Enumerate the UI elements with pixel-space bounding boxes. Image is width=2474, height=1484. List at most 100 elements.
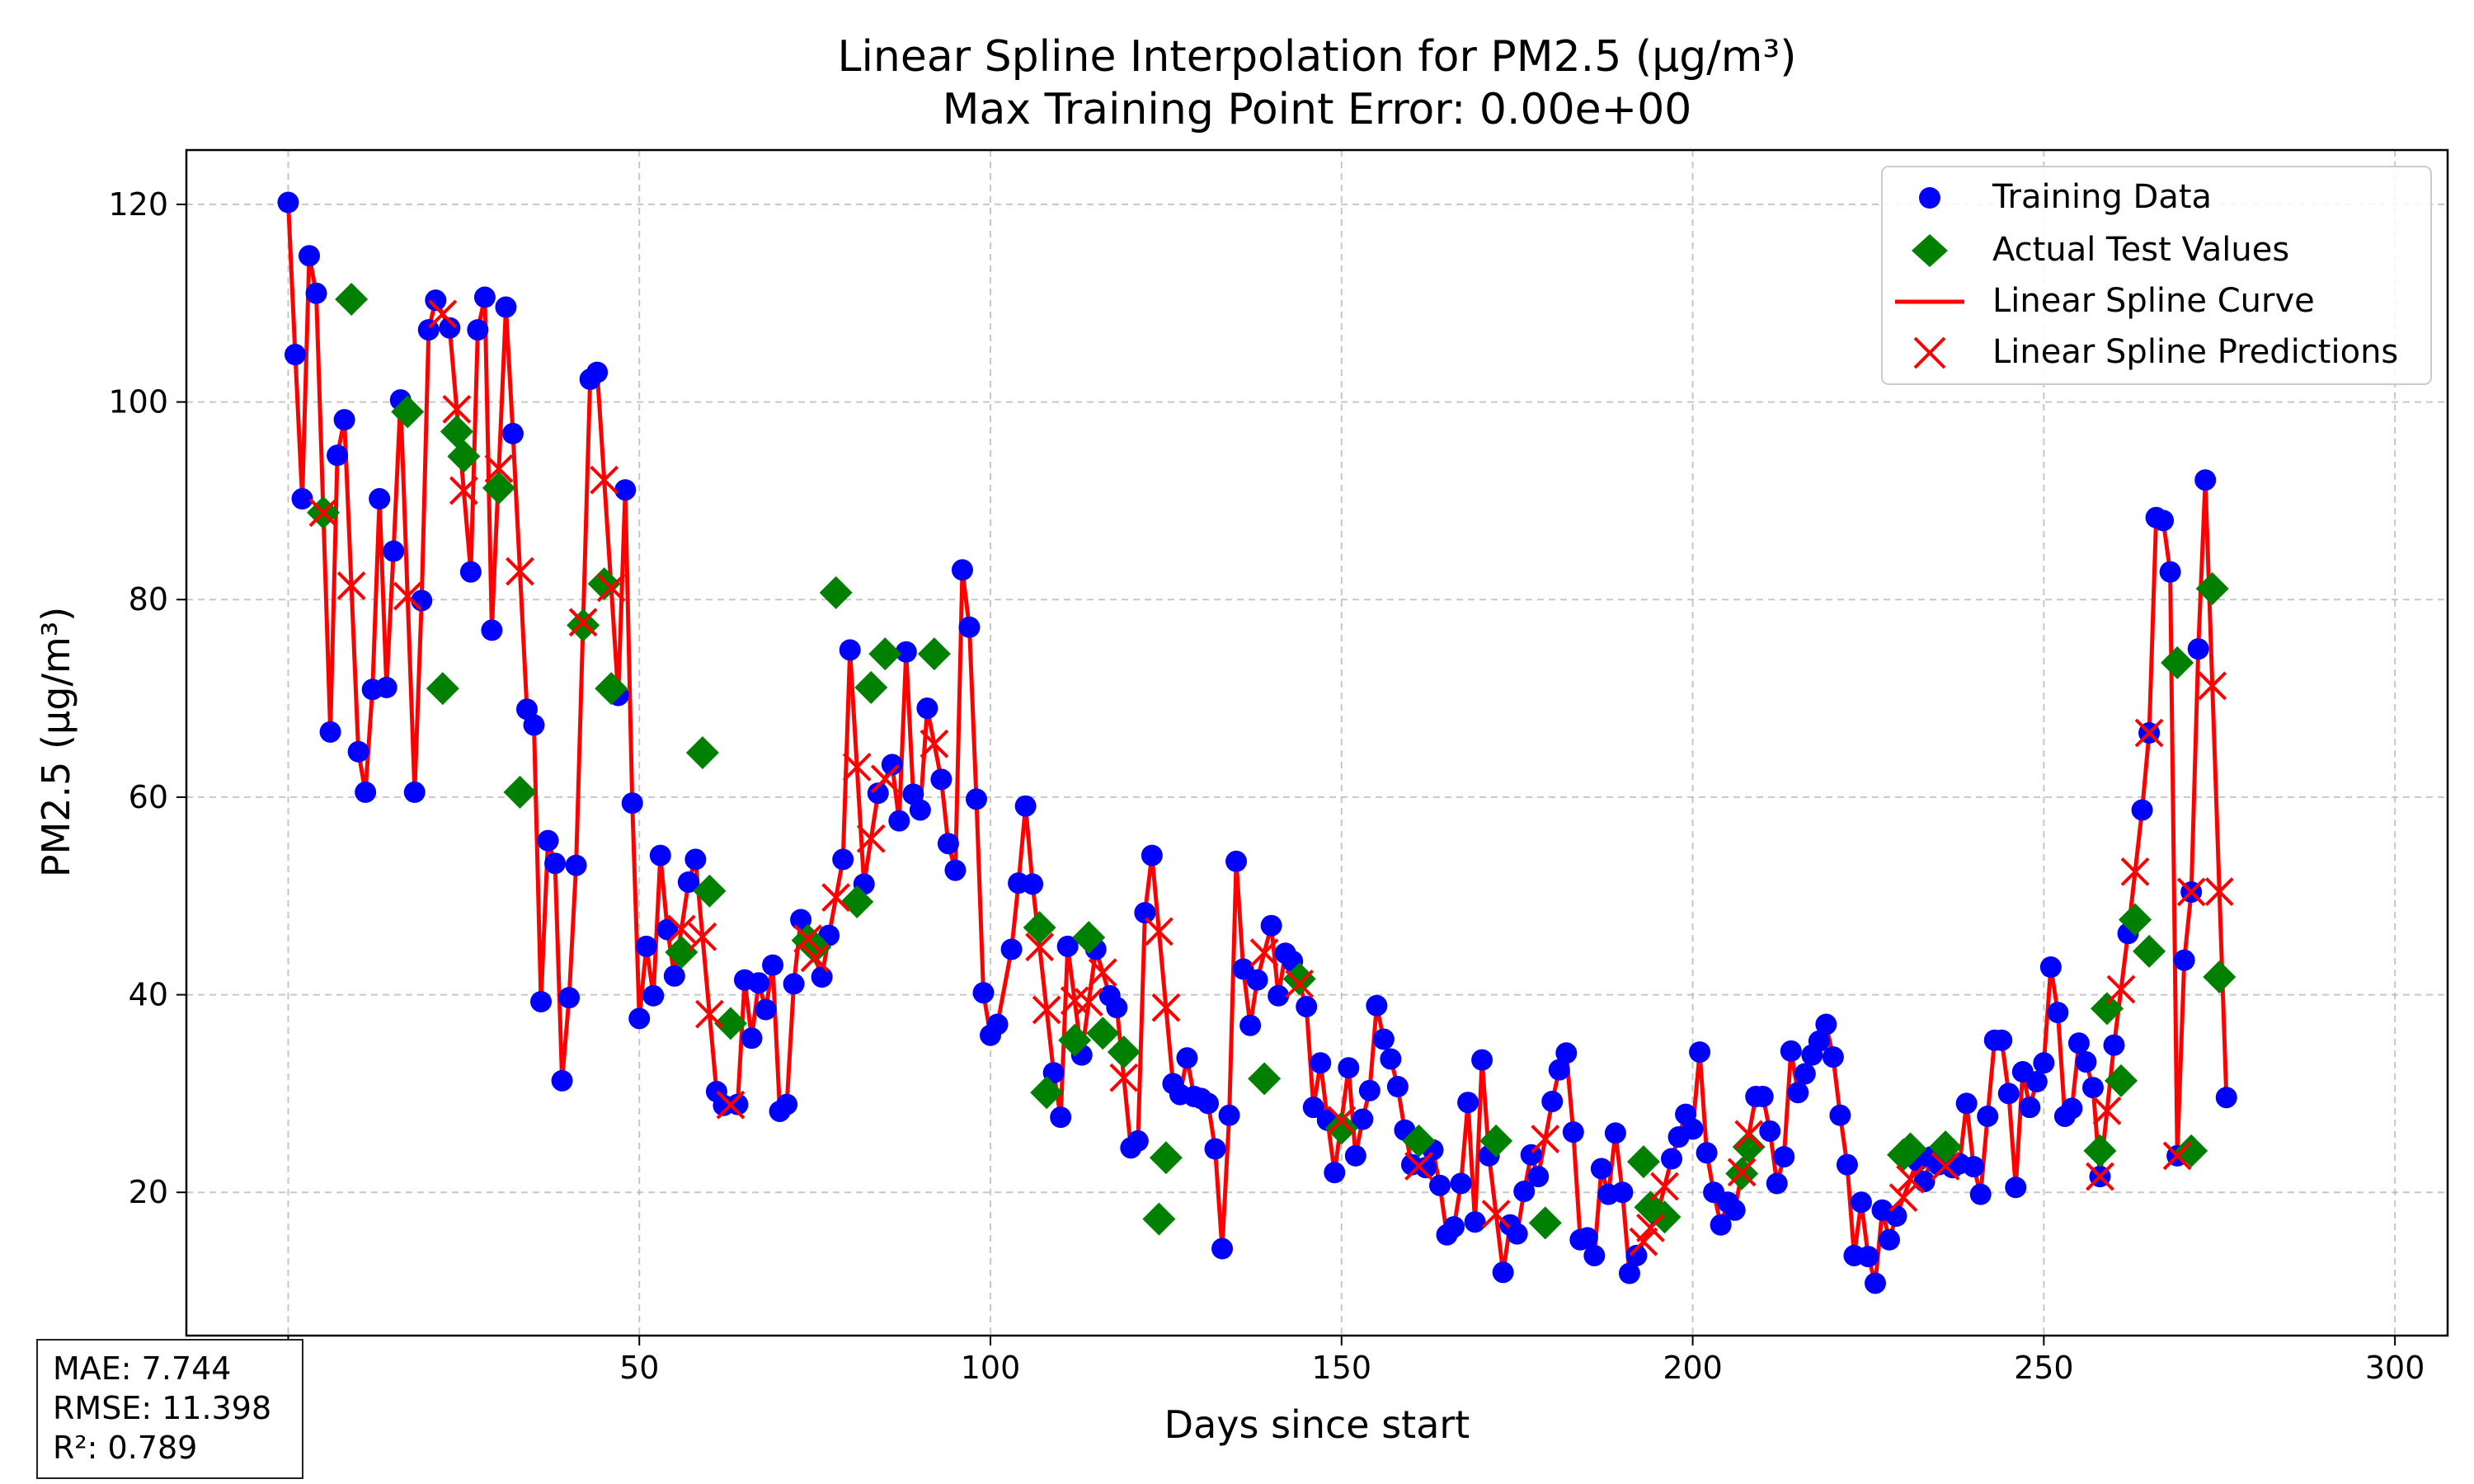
training-point (1443, 1216, 1465, 1238)
training-point (1611, 1181, 1634, 1204)
x-tick-label: 300 (2365, 1350, 2425, 1386)
training-point (277, 191, 299, 214)
legend: Training Data Actual Test Values Linear … (1881, 166, 2432, 385)
training-point (1386, 1076, 1409, 1098)
test-point (1528, 1206, 1562, 1240)
training-point (628, 1007, 651, 1030)
training-point (1429, 1174, 1451, 1196)
training-point (565, 854, 587, 876)
training-point (544, 852, 567, 875)
test-point (1929, 1130, 1963, 1164)
training-point (2067, 1032, 2090, 1054)
training-point (1056, 935, 1079, 957)
prediction-point (1888, 1183, 1918, 1213)
prediction-point (2106, 974, 2136, 1004)
training-point (2005, 1176, 2027, 1199)
training-point (1014, 795, 1037, 817)
training-point (656, 918, 679, 941)
prediction-point (484, 454, 514, 483)
training-point (1372, 1028, 1395, 1050)
training-point (1766, 1172, 1788, 1195)
y-tick-label: 100 (108, 384, 168, 420)
test-point (693, 874, 727, 908)
training-point (1541, 1090, 1564, 1112)
prediction-point (2198, 671, 2227, 701)
training-point (1464, 1211, 1486, 1233)
training-point (1338, 1057, 1360, 1079)
prediction-point (800, 943, 830, 973)
training-point (2159, 561, 2181, 583)
training-point (1864, 1272, 1886, 1294)
training-point (614, 479, 637, 501)
test-point (2175, 1134, 2208, 1167)
training-point (1366, 994, 1388, 1017)
test-point (587, 567, 621, 601)
training-point (1126, 1129, 1149, 1152)
training-point (1197, 1092, 1220, 1115)
prediction-point (1481, 1200, 1511, 1229)
training-point (2025, 1071, 2048, 1093)
test-point (567, 608, 600, 642)
training-point (649, 844, 671, 866)
legend-training-marker (1919, 187, 1940, 209)
test-point (2105, 1064, 2138, 1097)
rmse-text: RMSE: 11.398 (53, 1390, 272, 1426)
training-point (895, 641, 917, 663)
test-point (1893, 1132, 1927, 1166)
prediction-point (2176, 877, 2206, 907)
prediction-point (1650, 1172, 1679, 1201)
prediction-point (666, 914, 696, 944)
prediction-point (793, 924, 823, 954)
training-point (1752, 1086, 1774, 1108)
y-tick-label: 80 (129, 581, 168, 618)
training-point (776, 1093, 798, 1115)
legend-test-label: Actual Test Values (1992, 231, 2289, 269)
test-point (335, 282, 369, 316)
training-point (1050, 1106, 1072, 1129)
training-point (832, 848, 854, 871)
prediction-point (1629, 1227, 1658, 1256)
test-point (1030, 1076, 1064, 1110)
training-point (2131, 799, 2153, 821)
test-point (868, 637, 902, 671)
test-point (1058, 1023, 1092, 1057)
training-point (1268, 984, 1290, 1007)
test-point (2083, 1134, 2117, 1167)
test-point (1324, 1111, 1358, 1145)
training-point (867, 782, 889, 805)
legend-spline-label: Linear Spline Curve (1992, 282, 2315, 320)
training-point (1204, 1138, 1226, 1160)
test-point (819, 575, 853, 609)
training-point (383, 540, 405, 562)
prediction-point (1327, 1106, 1357, 1135)
y-tick-label: 60 (129, 779, 168, 815)
training-point (621, 792, 643, 815)
y-axis-label: PM2.5 (µg/m³) (34, 607, 78, 877)
test-point (1072, 921, 1106, 955)
training-point (1710, 1214, 1732, 1236)
prediction-point (1931, 1152, 1960, 1181)
training-point (951, 559, 973, 581)
training-point (347, 740, 369, 763)
training-point (2103, 1034, 2125, 1056)
training-point (1450, 1172, 1472, 1195)
prediction-point (1531, 1125, 1560, 1153)
prediction-point (1636, 1213, 1665, 1242)
training-point (839, 639, 861, 661)
training-point (2061, 1097, 2083, 1120)
test-point (1648, 1200, 1681, 1234)
training-point (1106, 997, 1128, 1019)
prediction-point (2120, 857, 2150, 886)
plot-frame (185, 148, 2449, 1337)
training-point (1969, 1183, 1992, 1205)
training-point (1794, 1063, 1816, 1085)
test-point (1107, 1036, 1141, 1069)
test-point (2090, 992, 2124, 1026)
training-point (1583, 1244, 1606, 1266)
test-point (2161, 646, 2194, 679)
training-point (748, 972, 770, 994)
x-tick-label: 150 (1312, 1350, 1372, 1386)
chart-title: Linear Spline Interpolation for PM2.5 (µ… (837, 32, 1796, 82)
training-point (291, 488, 313, 510)
training-point (355, 781, 377, 803)
